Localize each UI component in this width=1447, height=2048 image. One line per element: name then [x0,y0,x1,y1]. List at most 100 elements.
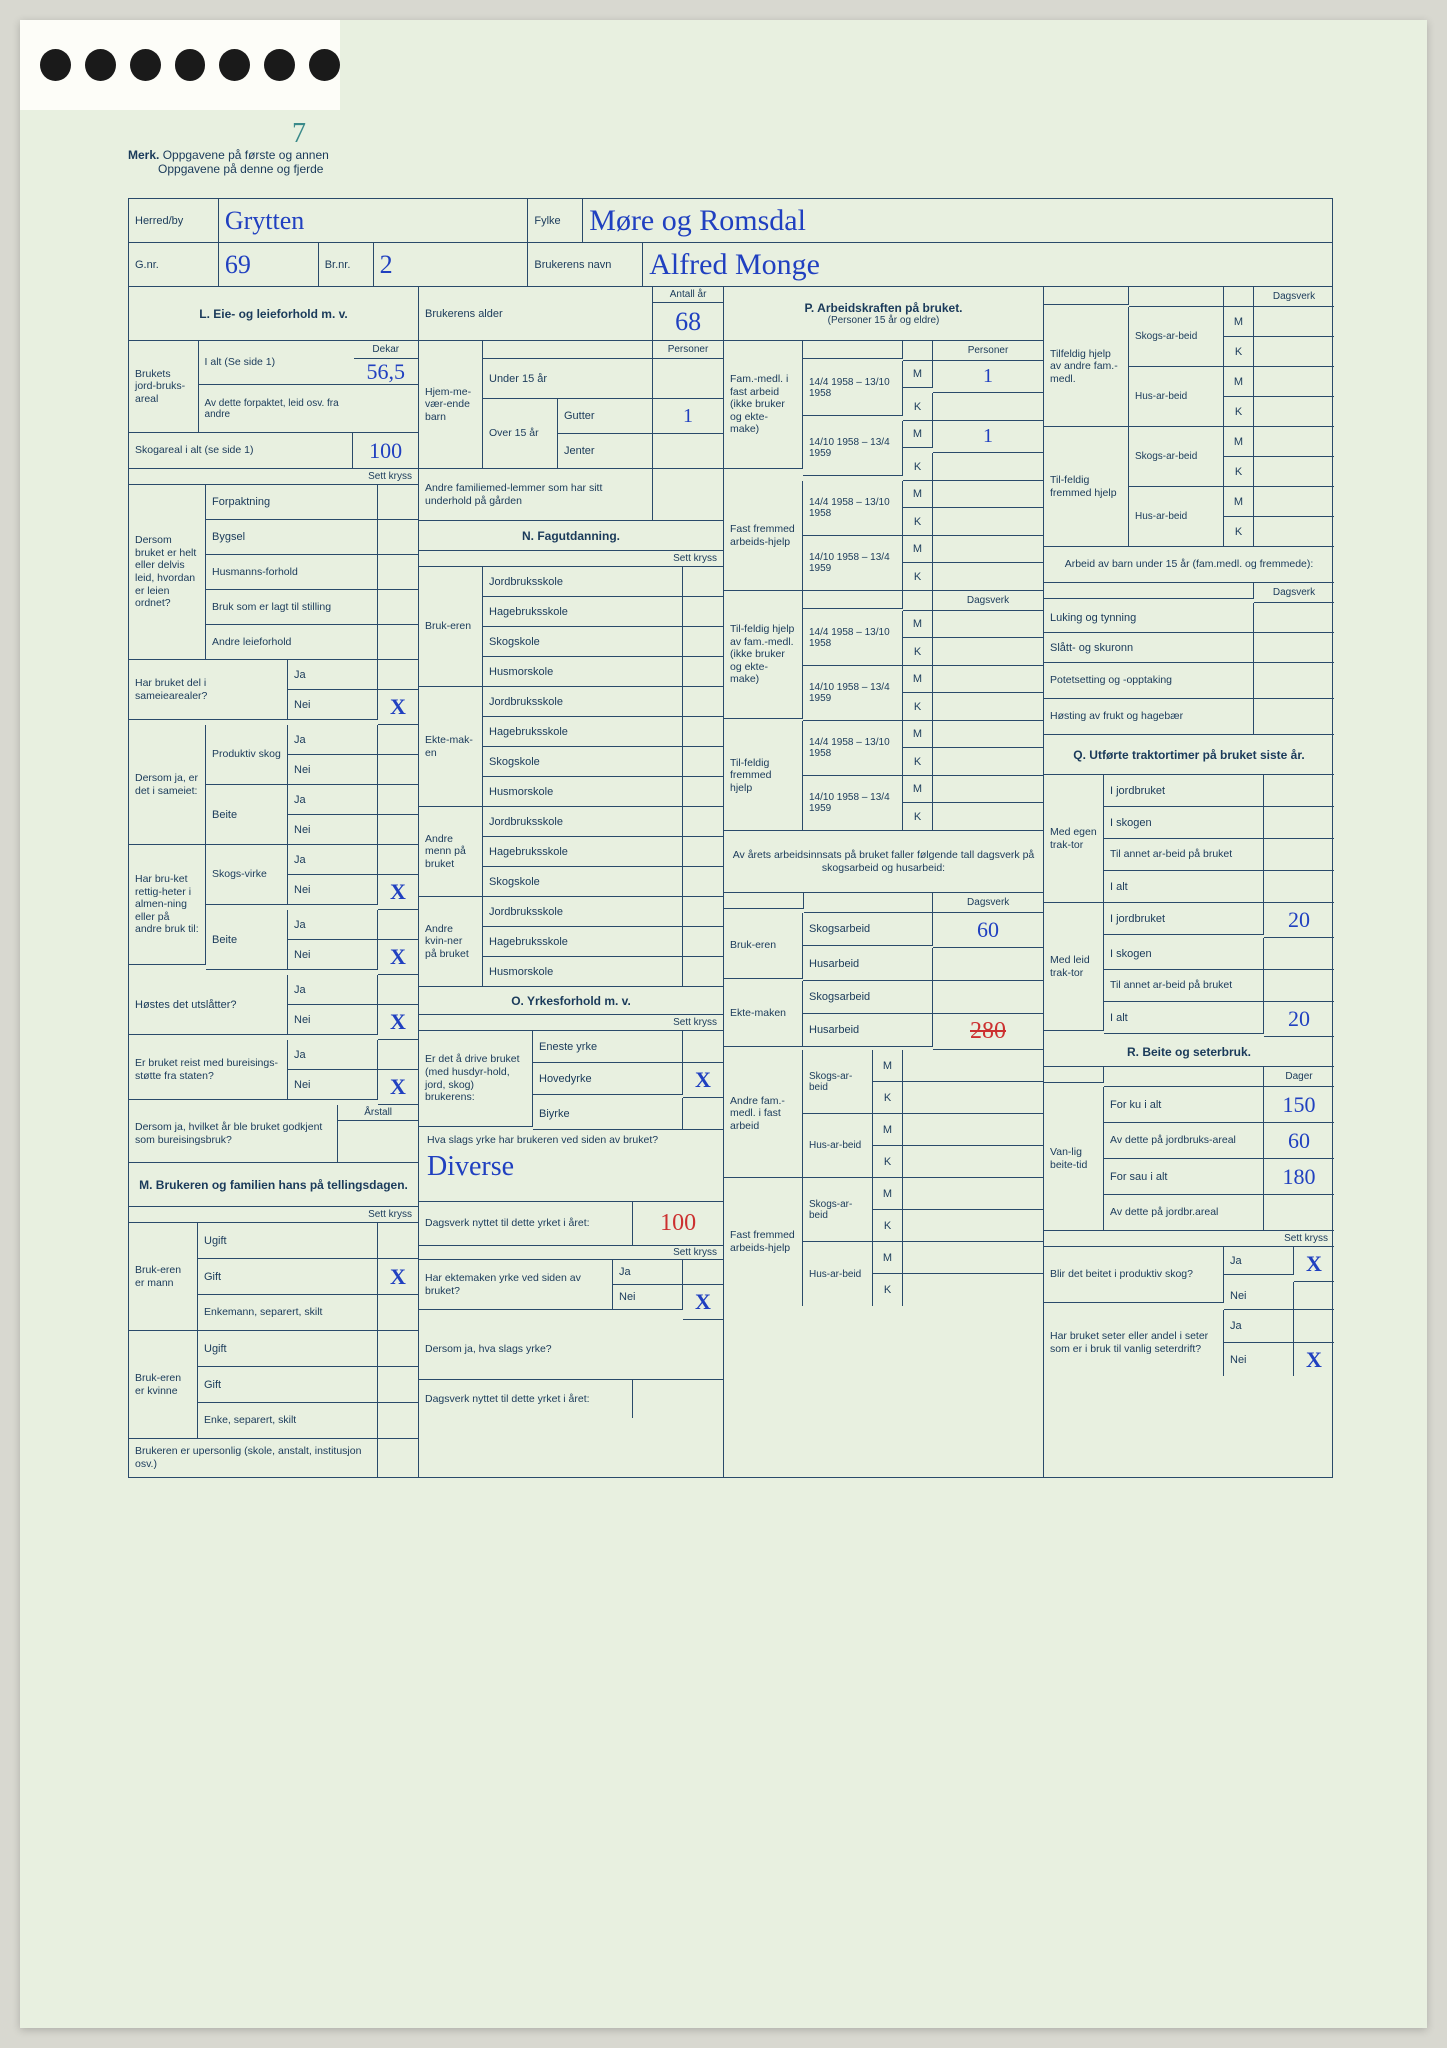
prod-nei: Nei [288,755,378,785]
settkryss-label: Sett kryss [129,469,418,485]
produktiv-label: Produktiv skog [206,725,288,785]
dersomja2-label: Dersom ja, hvilket år ble bruket godkjen… [129,1105,338,1163]
bygsel-label: Bygsel [206,520,378,555]
ialt-label: I alt (Se side 1) [199,341,354,385]
punch-hole [264,49,295,81]
right-arbbarn: Arbeid av barn under 15 år (fam.medl. og… [1044,547,1334,583]
P-avarbeid: Av årets arbeidsinnsats på bruket faller… [724,831,1043,893]
N-ektemaken: Ekte-mak-en [419,687,483,807]
beite2-label: Beite [206,910,288,970]
punch-hole [85,49,116,81]
prod-ja: Ja [288,725,378,755]
P-tilfeldigfremmed: Til-feldig fremmed hjelp [724,721,803,831]
brnr-value: 2 [374,243,529,287]
brukernavn-label: Brukerens navn [528,243,643,287]
forpaktning-label: Forpaktning [206,485,378,520]
O-erdet-label: Er det å drive bruket (med husdyr-hold, … [419,1031,533,1127]
bruksom-label: Bruk som er lagt til stilling [206,590,378,625]
section-Q-title: Q. Utførte traktortimer på bruket siste … [1044,735,1334,775]
beite-nei: Nei [288,815,378,845]
punch-hole [309,49,340,81]
brukkvinne-label: Bruk-eren er kvinne [129,1331,198,1439]
skog-value: 100 [353,433,418,469]
P-andrefam: Andre fam.-medl. i fast arbeid [724,1050,803,1178]
dersom-label: Dersom bruket er helt eller delvis leid,… [129,485,206,660]
avdette-label: Av dette forpaktet, leid osv. fra andre [199,385,354,433]
N-andrekvinner: Andre kvin-ner på bruket [419,897,483,987]
col-P: P. Arbeidskraften på bruket. (Personer 1… [724,287,1044,1477]
hostes-label: Høstes det utslåtter? [129,975,288,1035]
brukalder-label: Brukerens alder [419,287,653,341]
P-brukeren: Bruk-eren [724,913,803,979]
bygsel-val [378,520,418,555]
beite-ja: Ja [288,785,378,815]
P-fammedl: Fam.-medl. i fast arbeid (ikke bruker og… [724,341,803,469]
col-L-M: L. Eie- og leieforhold m. v. Brukets jor… [129,287,419,1477]
skog-label: Skogareal i alt (se side 1) [129,433,353,469]
right-tilfeldig-andre: Tilfeldig hjelp av andre fam.-medl. [1044,307,1129,427]
punch-hole [175,49,206,81]
andreleie-val [378,625,418,660]
N-andremenn: Andre menn på bruket [419,807,483,897]
punch-hole [219,49,250,81]
punch-hole [130,49,161,81]
andrefam-label: Andre familiemed-lemmer som har sitt und… [419,469,653,521]
herred-label: Herred/by [129,199,219,243]
punch-hole [40,49,71,81]
fylke-value: Møre og Romsdal [583,199,1332,243]
skogsvirke-label: Skogs-virke [206,845,288,905]
reist-label: Er bruket reist med bureisings-støtte fr… [129,1040,288,1100]
brukets-label: Brukets jord-bruks-areal [129,341,199,433]
merk-label: Merk. [128,148,159,162]
O-dagsverk2-label: Dagsverk nyttet til dette yrket i året: [419,1380,633,1418]
forpaktning-val [378,485,418,520]
N-brukeren: Bruk-eren [419,567,483,687]
punch-strip [20,20,340,110]
dekar-label: Dekar [354,341,418,359]
sameie-ja: Ja [288,660,378,690]
gnr-value: 69 [219,243,319,287]
hjemme-label: Hjem-me-vær-ende barn [419,341,483,469]
form-page: 7 Merk. Oppgavene på første og annen Opp… [20,20,1427,2028]
avdette-value [354,385,418,433]
page-number-handwritten: 7 [292,118,306,150]
sameie-label: Har bruket del i sameiearealer? [129,660,288,720]
dersomja-label: Dersom ja, er det i sameiet: [129,725,206,845]
ialt-value: 56,5 [354,359,418,385]
section-M-title: M. Brukeren og familien hans på tellings… [129,1163,418,1207]
col-mid-N-O: Brukerens alder Antall år 68 Hjem-me-vær… [419,287,724,1477]
O-dersomja: Dersom ja, hva slags yrke? [419,1320,723,1380]
bruksom-val [378,590,418,625]
fylke-label: Fylke [528,199,583,243]
brukmann-label: Bruk-eren er mann [129,1223,198,1331]
P-tilfeldigfam: Til-feldig hjelp av fam.-medl. (ikke bru… [724,591,803,719]
merk-note: Merk. Oppgavene på første og annen Oppga… [128,148,329,176]
R-vanlig: Van-lig beite-tid [1044,1087,1104,1231]
section-O-title: O. Yrkesforhold m. v. [419,987,723,1015]
section-P-title: P. Arbeidskraften på bruket. (Personer 1… [724,287,1043,341]
brnr-label: Br.nr. [319,243,374,287]
sameie-nei: Nei [288,690,378,720]
P-ektemaken: Ekte-maken [724,981,803,1047]
gnr-label: G.nr. [129,243,219,287]
sameie-nei-val: X [378,690,418,725]
section-N-title: N. Fagutdanning. [419,521,723,551]
merk-line1: Oppgavene på første og annen [163,148,329,162]
upersonlig-label: Brukeren er upersonlig (skole, anstalt, … [129,1439,378,1477]
O-harektemaken: Har ektemaken yrke ved siden av bruket? [419,1260,613,1310]
R-blirdet: Blir det beitet i produktiv skog? [1044,1247,1224,1303]
herred-value: Grytten [219,199,528,243]
andreleie-label: Andre leieforhold [206,625,378,660]
sameie-ja-val [378,660,418,690]
P-fastfremmed2: Fast fremmed arbeids-hjelp [724,1178,803,1306]
census-form: Herred/by Grytten Fylke Møre og Romsdal … [128,198,1333,1478]
R-harbruket: Har bruket seter eller andel i seter som… [1044,1310,1224,1376]
merk-line2: Oppgavene på denne og fjerde [158,162,323,176]
beite-label: Beite [206,785,288,845]
O-dagsverk1-label: Dagsverk nyttet til dette yrket i året: [419,1202,633,1246]
O-hvaslags: Hva slags yrke har brukeren ved siden av… [419,1130,723,1202]
col-right-Q-R: Dagsverk Tilfeldig hjelp av andre fam.-m… [1044,287,1334,1477]
harbruket-label: Har bru-ket rettig-heter i almen-ning el… [129,845,206,965]
Q-medleid: Med leid trak-tor [1044,903,1104,1031]
brukernavn-value: Alfred Monge [643,243,1332,287]
